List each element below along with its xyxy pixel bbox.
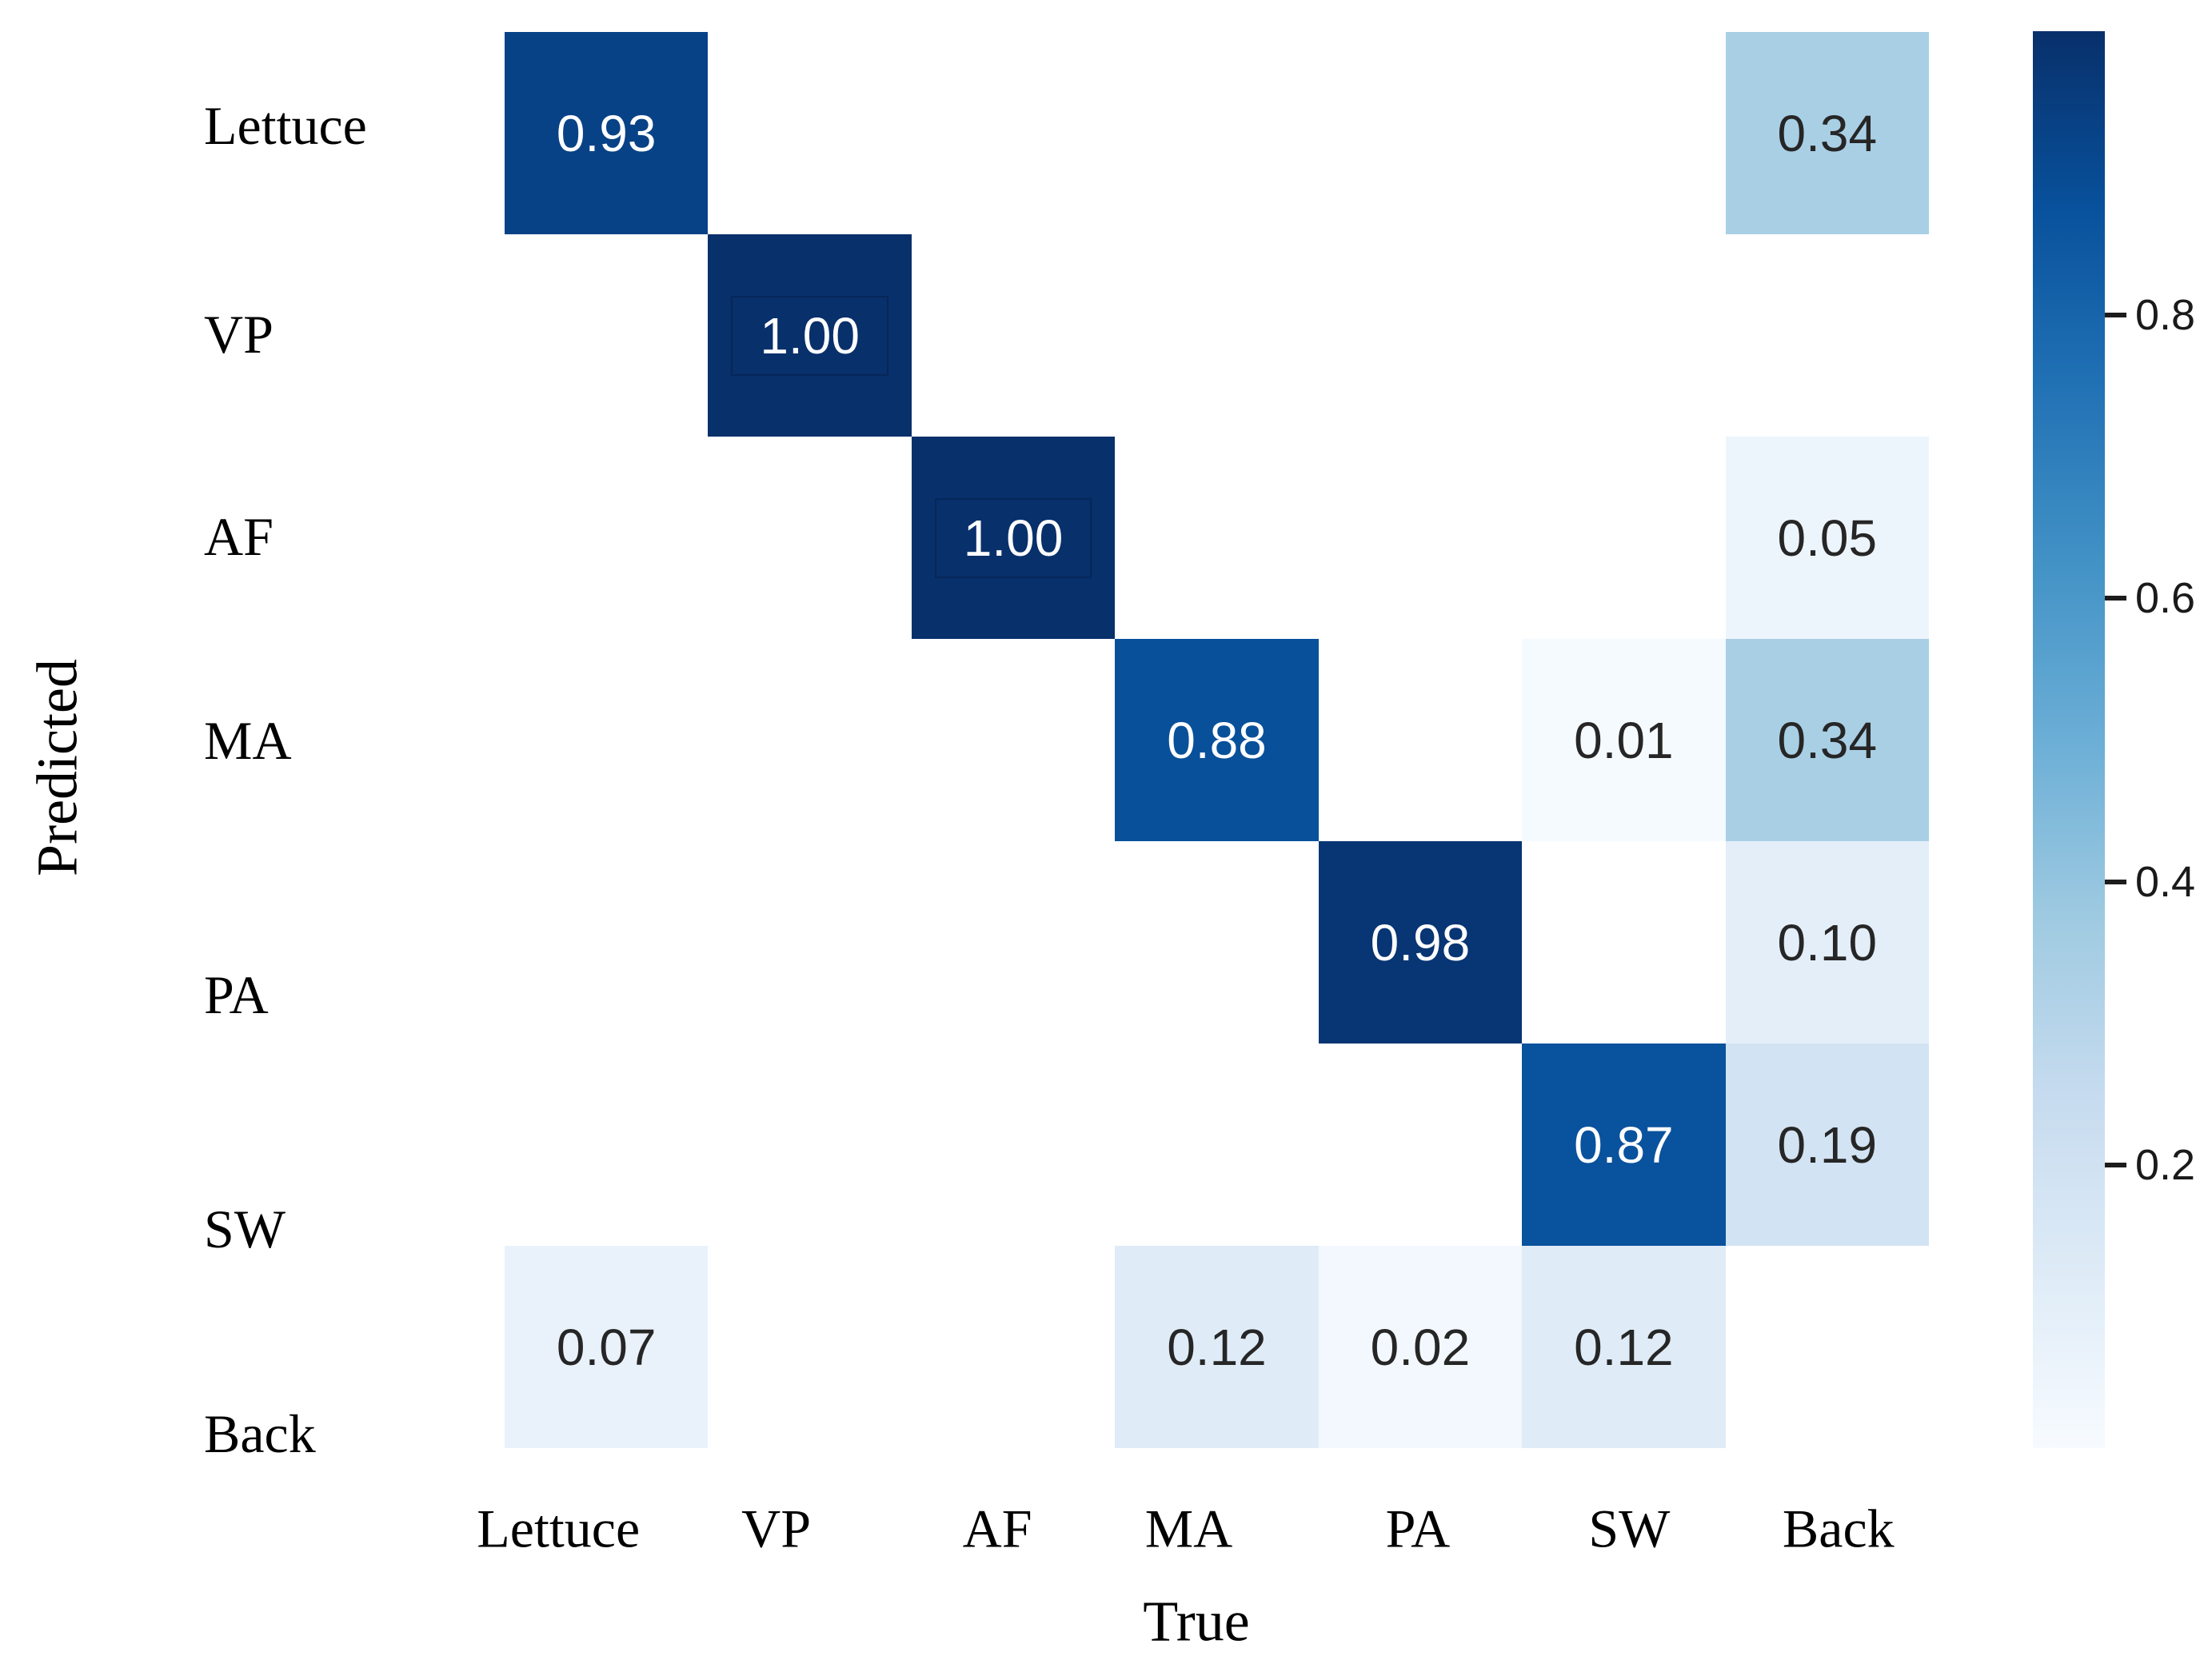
matrix-cell	[911, 841, 1116, 1044]
cell-value-annotation: 0.07	[556, 1318, 657, 1376]
colorbar-tick-mark	[2105, 1162, 2126, 1167]
matrix-cell: 0.07	[505, 1246, 709, 1448]
matrix-cell: 0.19	[1725, 1044, 1929, 1246]
matrix-cell	[505, 841, 709, 1044]
cell-value-annotation: 0.02	[1370, 1318, 1471, 1376]
matrix-cell	[1318, 639, 1523, 841]
matrix-cell: 1.00	[911, 437, 1116, 639]
matrix-cell	[1725, 234, 1929, 437]
cell-value-annotation: 0.12	[1167, 1318, 1267, 1376]
matrix-cell	[911, 1246, 1116, 1448]
matrix-cell	[1318, 32, 1523, 234]
matrix-cell: 0.87	[1522, 1044, 1726, 1246]
matrix-cell	[1115, 1044, 1319, 1246]
colorbar-tick-mark	[2105, 879, 2126, 884]
colorbar-tick-label: 0.8	[2135, 291, 2196, 340]
matrix-cell	[708, 437, 912, 639]
x-tick-label: Back	[1782, 1498, 1895, 1559]
x-tick-label: VP	[741, 1498, 812, 1559]
matrix-cell: 0.34	[1725, 32, 1929, 234]
matrix-cell: 0.02	[1318, 1246, 1523, 1448]
cell-value-annotation: 0.01	[1574, 711, 1674, 769]
y-tick-label: PA	[204, 964, 269, 1025]
matrix-cell	[1318, 234, 1523, 437]
matrix-cell: 0.12	[1522, 1246, 1726, 1448]
cell-value-annotation: 1.00	[731, 295, 888, 376]
matrix-cell: 0.05	[1725, 437, 1929, 639]
matrix-cell	[708, 1246, 912, 1448]
matrix-cell	[1522, 841, 1726, 1044]
matrix-cell	[1115, 234, 1319, 437]
x-axis-title: True	[1143, 1589, 1250, 1654]
matrix-cell	[1115, 32, 1319, 234]
colorbar-tick-mark	[2105, 313, 2126, 318]
colorbar-tick-label: 0.4	[2135, 857, 2196, 906]
matrix-cell	[911, 1044, 1116, 1246]
matrix-cell: 0.34	[1725, 639, 1929, 841]
matrix-cell	[1115, 841, 1319, 1044]
matrix-cell: 0.12	[1115, 1246, 1319, 1448]
matrix-cell	[708, 841, 912, 1044]
matrix-cell	[911, 234, 1116, 437]
matrix-cell	[505, 234, 709, 437]
y-axis-title: Predicted	[25, 659, 90, 876]
matrix-cell: 0.01	[1522, 639, 1726, 841]
x-tick-label: MA	[1144, 1498, 1233, 1559]
cell-value-annotation: 0.10	[1777, 913, 1878, 972]
matrix-cell	[1522, 437, 1726, 639]
matrix-cell	[1115, 437, 1319, 639]
matrix-cell	[911, 32, 1116, 234]
cell-value-annotation: 0.87	[1574, 1115, 1674, 1174]
x-tick-label: AF	[962, 1498, 1032, 1559]
matrix-cell: 0.10	[1725, 841, 1929, 1044]
cell-value-annotation: 0.12	[1574, 1318, 1674, 1376]
cell-value-annotation: 0.19	[1777, 1115, 1878, 1174]
colorbar-tick-mark	[2105, 596, 2126, 601]
x-tick-label: Lettuce	[477, 1498, 641, 1559]
matrix-cell	[708, 1044, 912, 1246]
matrix-cell	[1725, 1246, 1929, 1448]
matrix-cell	[505, 639, 709, 841]
colorbar-tick-label: 0.2	[2135, 1140, 2196, 1189]
matrix-cell	[1318, 437, 1523, 639]
cell-value-annotation: 0.34	[1777, 711, 1878, 769]
matrix-cell	[708, 639, 912, 841]
matrix-cell: 0.88	[1115, 639, 1319, 841]
matrix-cell	[1522, 234, 1726, 437]
cell-value-annotation: 0.88	[1167, 711, 1267, 769]
y-tick-label: Lettuce	[204, 94, 367, 156]
matrix-cell	[505, 1044, 709, 1246]
matrix-cell	[505, 437, 709, 639]
cell-value-annotation: 0.98	[1370, 913, 1471, 972]
matrix-cell: 0.98	[1318, 841, 1523, 1044]
colorbar-tick-label: 0.6	[2135, 574, 2196, 623]
colorbar	[2033, 31, 2105, 1448]
cell-value-annotation: 0.05	[1777, 509, 1878, 567]
heatmap-grid: 0.93 0.34 1.00 1.00 0.05 0.88 0.01 0.34 0.98 0.10…	[505, 32, 1929, 1448]
x-tick-label: PA	[1385, 1498, 1451, 1559]
y-tick-label: MA	[204, 709, 292, 771]
x-tick-label: SW	[1588, 1498, 1671, 1559]
matrix-cell	[1318, 1044, 1523, 1246]
matrix-cell: 0.93	[505, 32, 709, 234]
matrix-cell: 1.00	[708, 234, 912, 437]
cell-value-annotation: 1.00	[934, 497, 1092, 578]
cell-value-annotation: 0.93	[556, 104, 657, 162]
y-tick-label: SW	[204, 1198, 285, 1259]
y-tick-label: VP	[204, 303, 274, 365]
y-tick-label: Back	[204, 1403, 316, 1464]
matrix-cell	[708, 32, 912, 234]
matrix-cell	[911, 639, 1116, 841]
matrix-cell	[1522, 32, 1726, 234]
y-tick-label: AF	[204, 505, 274, 567]
cell-value-annotation: 0.34	[1777, 104, 1878, 162]
